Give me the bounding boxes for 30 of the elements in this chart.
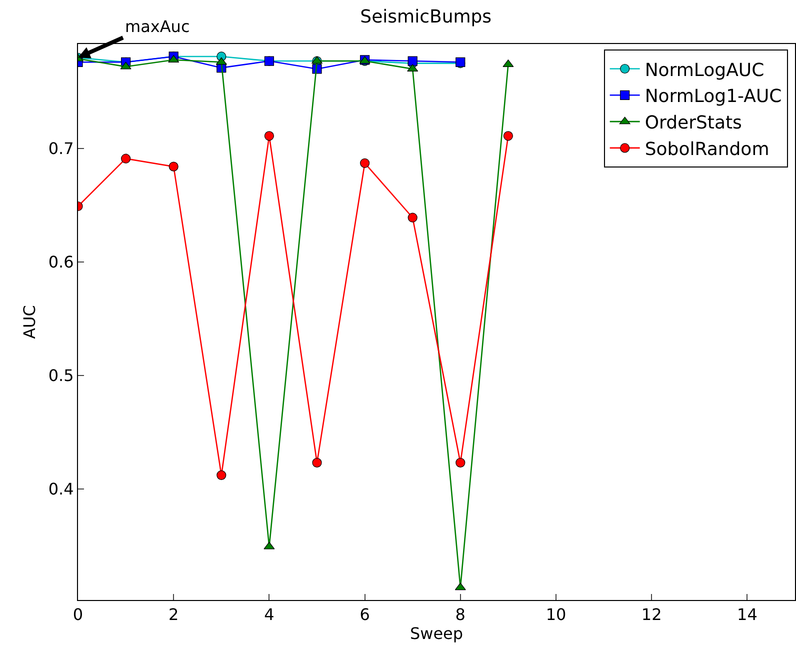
point xyxy=(312,458,322,468)
x-tick-label: 6 xyxy=(360,605,370,624)
point xyxy=(264,131,274,141)
x-tick-label: 8 xyxy=(455,605,466,624)
x-tick-label: 10 xyxy=(546,605,566,624)
x-tick-label: 12 xyxy=(641,605,662,624)
point xyxy=(360,158,370,168)
legend-label: NormLog1-AUC xyxy=(644,86,782,108)
x-axis-title: Sweep xyxy=(410,624,464,644)
x-tick-label: 14 xyxy=(737,605,758,624)
annotation: maxAuc xyxy=(125,17,190,36)
y-tick-label: 0.7 xyxy=(48,138,74,158)
point xyxy=(408,56,418,66)
x-tick-label: 2 xyxy=(168,605,179,624)
point xyxy=(216,470,226,480)
y-tick-label: 0.4 xyxy=(48,479,74,498)
x-tick-label: 4 xyxy=(264,605,274,624)
point xyxy=(456,458,466,468)
point xyxy=(503,131,513,141)
legend-label: OrderStats xyxy=(644,112,742,134)
y-tick-label: 0.6 xyxy=(48,252,74,272)
legend-label: NormLogAUC xyxy=(644,60,764,81)
y-axis-title: AUC xyxy=(20,305,40,339)
x-tick-label: 0 xyxy=(72,605,84,624)
chart-title: SeismicBumps xyxy=(360,6,492,28)
point xyxy=(168,162,178,172)
y-tick-label: 0.5 xyxy=(48,366,74,385)
point xyxy=(121,154,131,164)
legend-label: SobolRandom xyxy=(644,138,770,160)
point xyxy=(408,212,418,222)
